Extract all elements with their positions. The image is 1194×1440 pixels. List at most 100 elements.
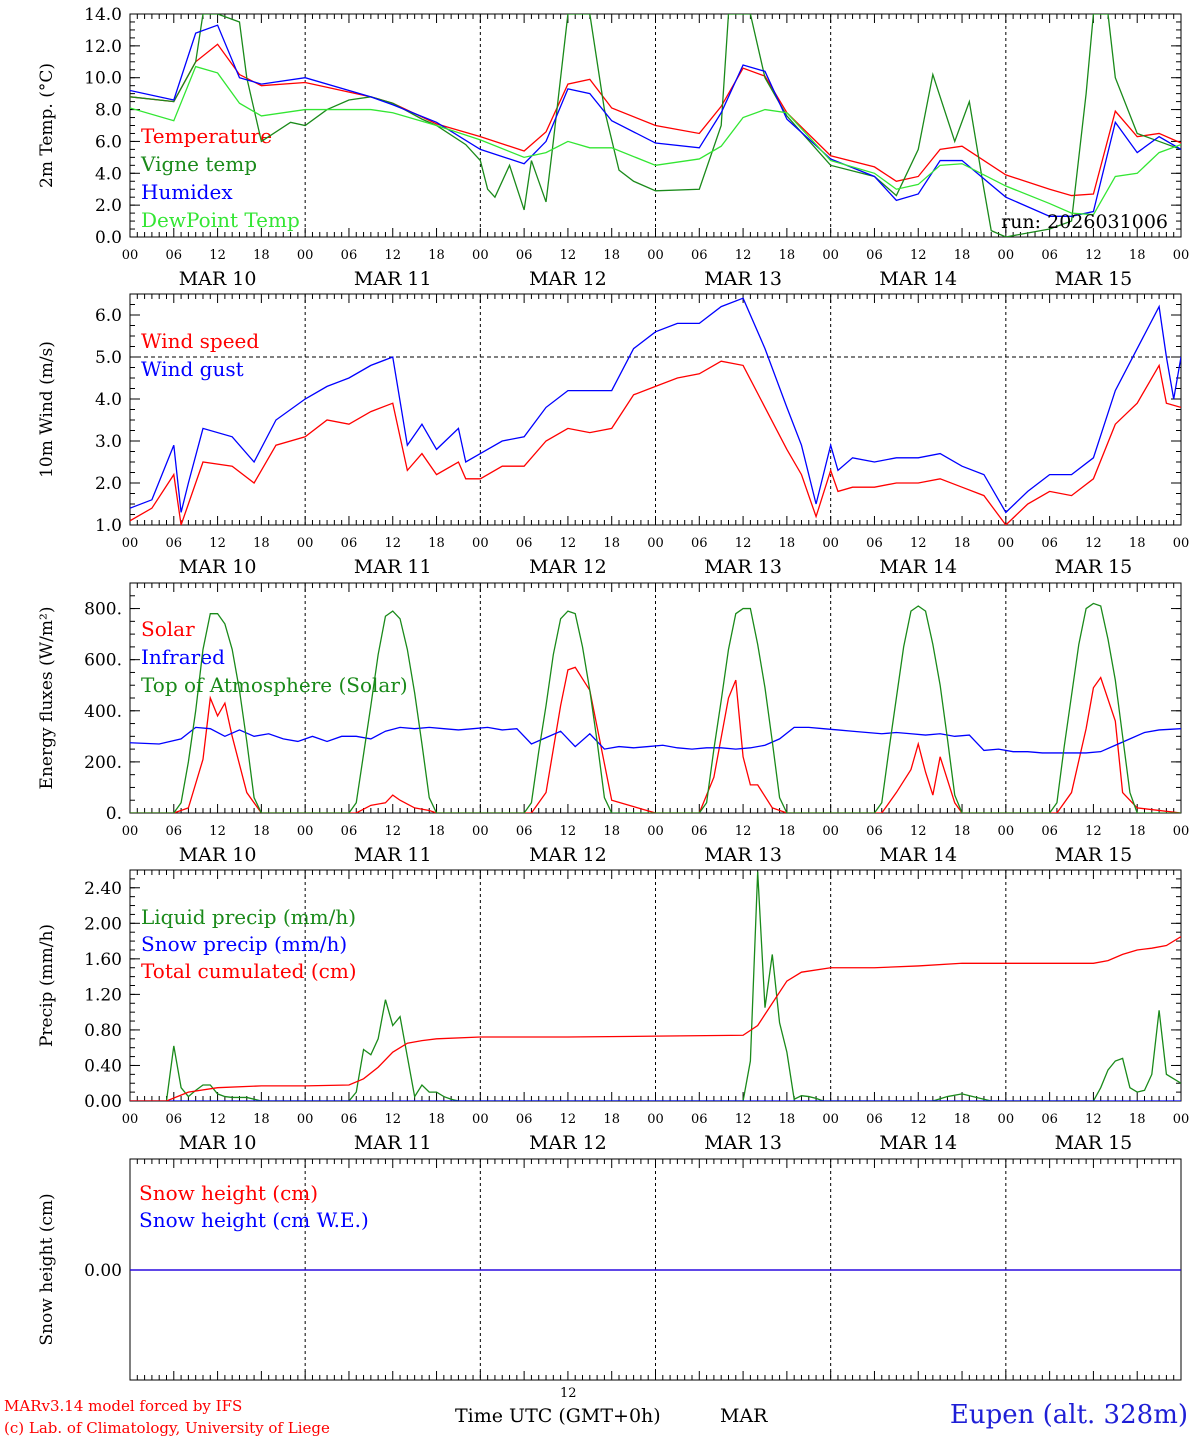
x-tick-label: 06 bbox=[166, 1112, 183, 1127]
y-tick-label: 8.0 bbox=[95, 101, 122, 121]
station-name: Eupen (alt. 328m) bbox=[949, 1400, 1188, 1430]
day-label: MAR 15 bbox=[1055, 556, 1133, 578]
x-tick-label: 00 bbox=[472, 824, 489, 839]
x-tick-label: 12 bbox=[209, 824, 226, 839]
x-tick-label: 18 bbox=[428, 1112, 445, 1127]
legend-entry: Humidex bbox=[141, 180, 233, 204]
x-tick-label: 12 bbox=[735, 1112, 752, 1127]
x-tick-label: 06 bbox=[341, 248, 358, 263]
legend-entry: Snow height (cm) bbox=[139, 1181, 318, 1205]
x-tick-label: 18 bbox=[253, 824, 270, 839]
x-tick-label: 18 bbox=[954, 824, 971, 839]
x-tick-label: 18 bbox=[603, 248, 620, 263]
x-tick-label: 06 bbox=[1041, 536, 1058, 551]
legend-entry: Top of Atmosphere (Solar) bbox=[141, 673, 408, 697]
x-tick-label: 00 bbox=[822, 1112, 839, 1127]
y-tick-label: 14.0 bbox=[84, 5, 122, 25]
x-tick-label: 12 bbox=[384, 1112, 401, 1127]
y-tick-label: 600. bbox=[84, 651, 122, 671]
y-axis-title: 2m Temp. (°C) bbox=[37, 63, 57, 188]
day-label: MAR 11 bbox=[354, 1132, 432, 1154]
day-label: MAR 11 bbox=[354, 844, 432, 866]
x-tick-label: 12 bbox=[384, 248, 401, 263]
legend-entry: Wind speed bbox=[141, 329, 259, 353]
x-tick-label: 00 bbox=[998, 536, 1015, 551]
legend-entry: DewPoint Temp bbox=[141, 208, 300, 232]
x-tick-label: 00 bbox=[297, 248, 314, 263]
x-tick-label: 12 bbox=[1085, 1112, 1102, 1127]
x-tick-label: 00 bbox=[647, 1112, 664, 1127]
x-tick-label: 18 bbox=[1129, 536, 1146, 551]
y-tick-label: 0.80 bbox=[84, 1021, 122, 1041]
day-label: MAR 14 bbox=[879, 1132, 957, 1154]
series-line-humidex bbox=[130, 24, 1181, 217]
x-tick-label: 12 bbox=[735, 824, 752, 839]
x-tick-label: 12 bbox=[735, 536, 752, 551]
y-tick-label: 6.0 bbox=[95, 132, 122, 152]
x-tick-label: 00 bbox=[297, 536, 314, 551]
y-tick-label: 2.00 bbox=[84, 914, 122, 934]
legend-entry: Vigne temp bbox=[140, 152, 257, 176]
x-tick-label: 12 bbox=[209, 248, 226, 263]
day-label: MAR 12 bbox=[529, 844, 607, 866]
legend-entry: Snow precip (mm/h) bbox=[141, 932, 347, 956]
x-tick-label: 18 bbox=[954, 536, 971, 551]
y-tick-label: 6.0 bbox=[95, 306, 122, 326]
x-tick-label: 06 bbox=[691, 824, 708, 839]
x-tick-label: 00 bbox=[1173, 1112, 1190, 1127]
legend-entry: Temperature bbox=[141, 124, 272, 148]
x-tick-label: 18 bbox=[253, 536, 270, 551]
x-tick-label: 06 bbox=[866, 536, 883, 551]
x-tick-label: 12 bbox=[910, 824, 927, 839]
x-tick-label: 00 bbox=[122, 1112, 139, 1127]
x-tick-label: 06 bbox=[1041, 248, 1058, 263]
x-tick-label: 18 bbox=[779, 536, 796, 551]
day-label: MAR 15 bbox=[1055, 268, 1133, 290]
x-tick-label: 12 bbox=[1085, 536, 1102, 551]
x-tick-label: 06 bbox=[166, 536, 183, 551]
x-tick-label: 06 bbox=[341, 536, 358, 551]
day-label: MAR 14 bbox=[879, 268, 957, 290]
y-tick-label: 12.0 bbox=[84, 37, 122, 57]
legend-entry: Wind gust bbox=[141, 357, 244, 381]
x-tick-label: 12 bbox=[384, 824, 401, 839]
y-tick-label: 1.0 bbox=[95, 516, 122, 536]
y-tick-label: 800. bbox=[84, 600, 122, 620]
x-tick-label: 00 bbox=[822, 536, 839, 551]
x-tick-label: 12 bbox=[384, 536, 401, 551]
legend-entry: Infrared bbox=[141, 645, 225, 669]
model-credit: MARv3.14 model forced by IFS bbox=[4, 1397, 243, 1415]
y-tick-label: 2.0 bbox=[95, 474, 122, 494]
run-label: run: 2026031006 bbox=[1001, 211, 1168, 233]
series-line-temperature bbox=[130, 43, 1181, 197]
y-tick-label: 1.60 bbox=[84, 950, 122, 970]
x-tick-label: 12 bbox=[910, 536, 927, 551]
x-tick-label: 06 bbox=[691, 1112, 708, 1127]
y-tick-label: 2.40 bbox=[84, 879, 122, 899]
y-tick-label: 4.0 bbox=[95, 164, 122, 184]
y-tick-label: 5.0 bbox=[95, 348, 122, 368]
x-tick-label: 12 bbox=[735, 248, 752, 263]
series-line-wind-gust bbox=[130, 297, 1181, 514]
x-tick-label: 00 bbox=[998, 824, 1015, 839]
x-tick-label: 00 bbox=[122, 824, 139, 839]
x-tick-label: 06 bbox=[691, 536, 708, 551]
x-tick-label: 18 bbox=[779, 1112, 796, 1127]
x-tick-label: 00 bbox=[297, 1112, 314, 1127]
x-tick-label: 12 bbox=[1085, 248, 1102, 263]
x-tick-label: 00 bbox=[1173, 824, 1190, 839]
legend-entry: Snow height (cm W.E.) bbox=[139, 1208, 369, 1232]
x-tick-label: 18 bbox=[954, 1112, 971, 1127]
lab-credit: (c) Lab. of Climatology, University of L… bbox=[4, 1419, 330, 1437]
x-tick-label: 18 bbox=[428, 824, 445, 839]
y-tick-label: 0.0 bbox=[95, 228, 122, 248]
x-tick-label: 00 bbox=[122, 536, 139, 551]
day-label: MAR 15 bbox=[1055, 844, 1133, 866]
x-tick-label: 18 bbox=[954, 248, 971, 263]
x-tick-label: 06 bbox=[1041, 824, 1058, 839]
y-axis-title: Precip (mm/h) bbox=[37, 924, 57, 1047]
day-label: MAR 13 bbox=[704, 556, 782, 578]
x-tick-label: 06 bbox=[866, 1112, 883, 1127]
x-tick-label: 18 bbox=[779, 248, 796, 263]
x-tick-label: 12 bbox=[560, 1112, 577, 1127]
